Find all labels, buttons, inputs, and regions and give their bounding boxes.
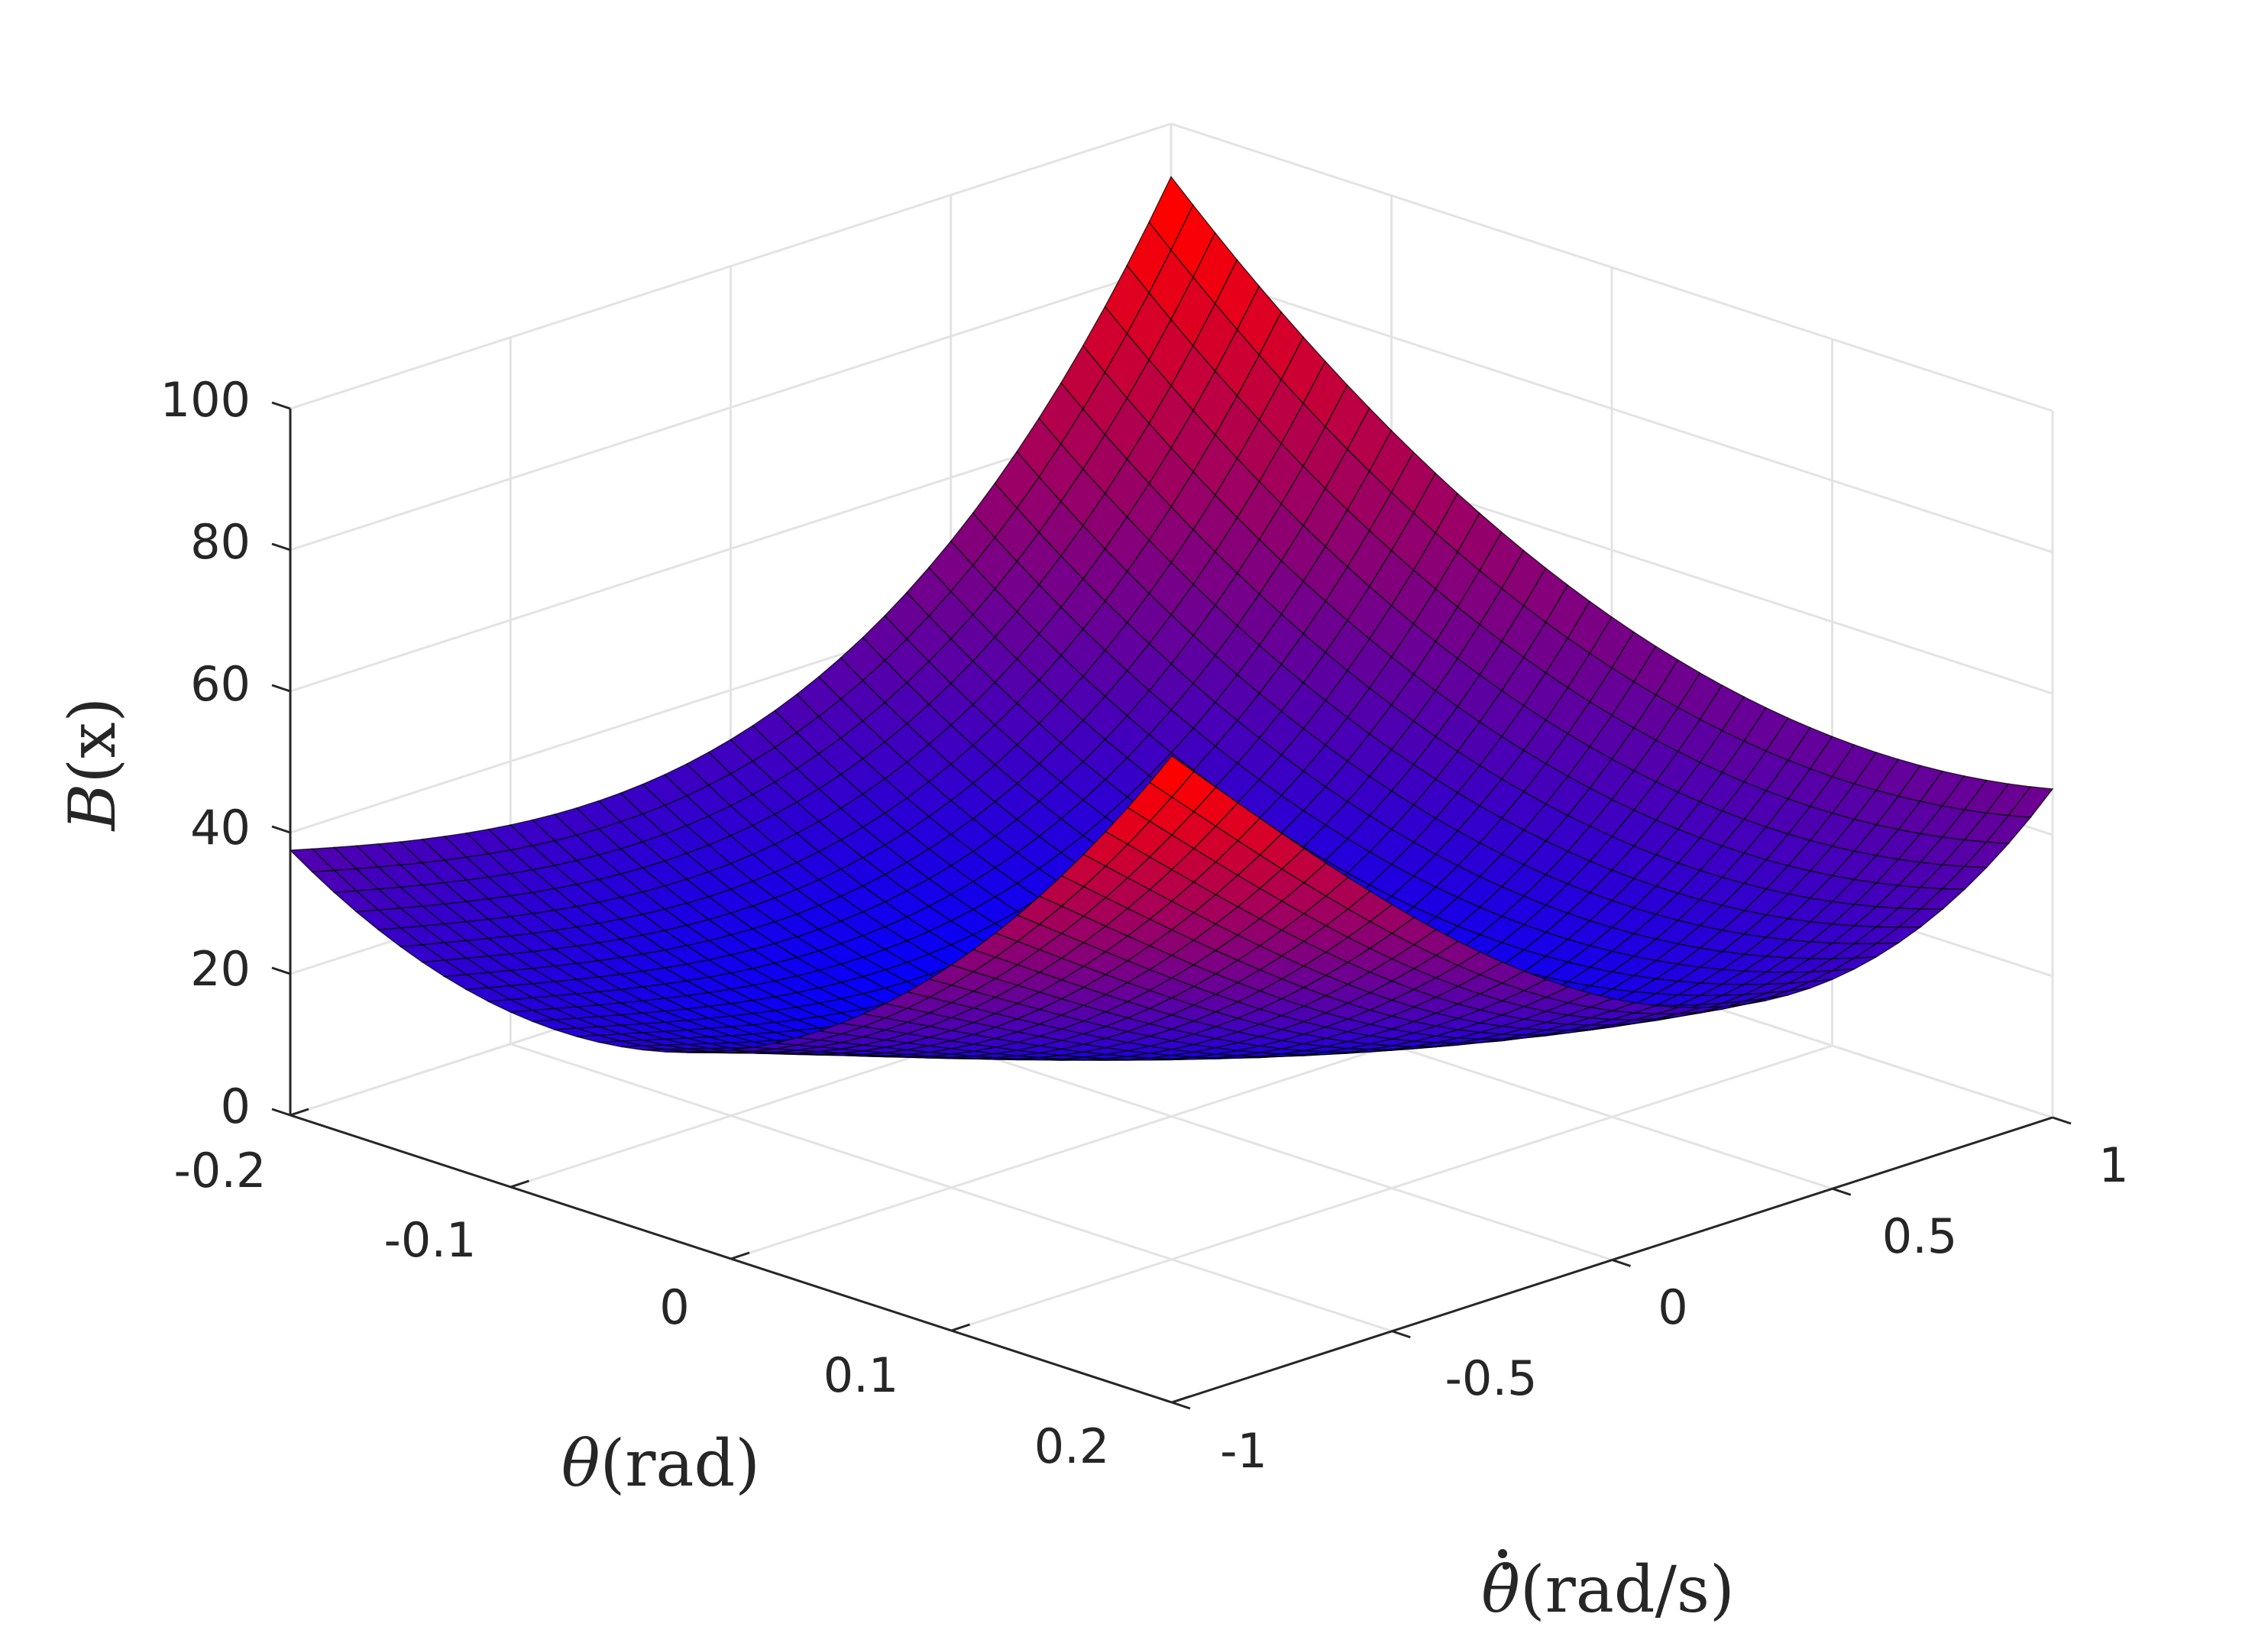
theta-dot-tick-mark [1171,1401,1191,1410]
z-tick-labels: 0 20 40 60 80 100 [160,372,251,1134]
theta-dot-tick-label: 1 [2098,1137,2128,1193]
z-tick-mark [271,966,291,975]
z-tick-label: 100 [160,372,251,428]
z-tick-label: 20 [190,941,251,997]
z-axis-symbol: B [55,784,130,833]
z-axis-label: B(x) [55,697,130,833]
theta-tick-labels: -0.2 -0.1 0 0.1 0.2 [174,1143,1110,1474]
theta-tick-mark [951,1323,970,1332]
theta-tick-label: 0 [659,1279,689,1335]
theta-dot-tick-mark [2052,1116,2072,1125]
theta-dot-tick-mark [1391,1330,1411,1339]
z-tick-mark [271,542,291,551]
z-tick-label: 60 [190,656,251,712]
theta-dot-axis-label-text: (rad/s) [1520,1552,1735,1627]
theta-dot-tick-mark [1832,1187,1852,1196]
z-tick-mark [271,684,291,693]
theta-dot-tick-labels: -1 -0.5 0 0.5 1 [1220,1137,2129,1479]
theta-dot-tick-label: -1 [1220,1423,1267,1479]
z-tick-mark [271,825,291,834]
theta-dot-tick-label: 0 [1658,1279,1687,1335]
z-tick-label: 80 [190,514,251,570]
z-tick-mark [271,1108,291,1117]
z-tick-label: 0 [221,1079,251,1134]
z-tick-label: 40 [190,800,251,855]
theta-tick-mark [730,1251,750,1260]
theta-axis-symbol: θ [561,1426,600,1501]
theta-dot-axis-label: θ̇(rad/s) [1481,1552,1735,1627]
theta-tick-mark [290,1108,309,1117]
theta-tick-label: -0.2 [174,1143,267,1198]
axes [271,401,2072,1410]
theta-tick-mark [510,1179,529,1189]
theta-dot-tick-label: -0.5 [1445,1350,1538,1406]
theta-dot-tick-mark [1612,1259,1631,1267]
theta-tick-mark [1171,1395,1191,1404]
surface-patch [1149,755,1195,798]
theta-axis-label: θ(rad) [561,1426,760,1501]
theta-tick-label: -0.1 [384,1212,477,1268]
svg-text:B(x): B(x) [55,697,130,833]
theta-dot-tick-label: 0.5 [1882,1208,1958,1264]
theta-dot-axis-symbol: θ̇ [1481,1552,1520,1627]
theta-tick-label: 0.2 [1034,1418,1110,1474]
z-tick-mark [271,401,291,410]
z-axis-label-text: (x) [55,697,130,784]
theta-tick-label: 0.1 [823,1347,899,1403]
grid-line [510,1043,1393,1333]
dot-accent [1498,1549,1508,1558]
theta-axis-label-text: (rad) [600,1426,761,1501]
surface-mesh [289,176,2054,1061]
